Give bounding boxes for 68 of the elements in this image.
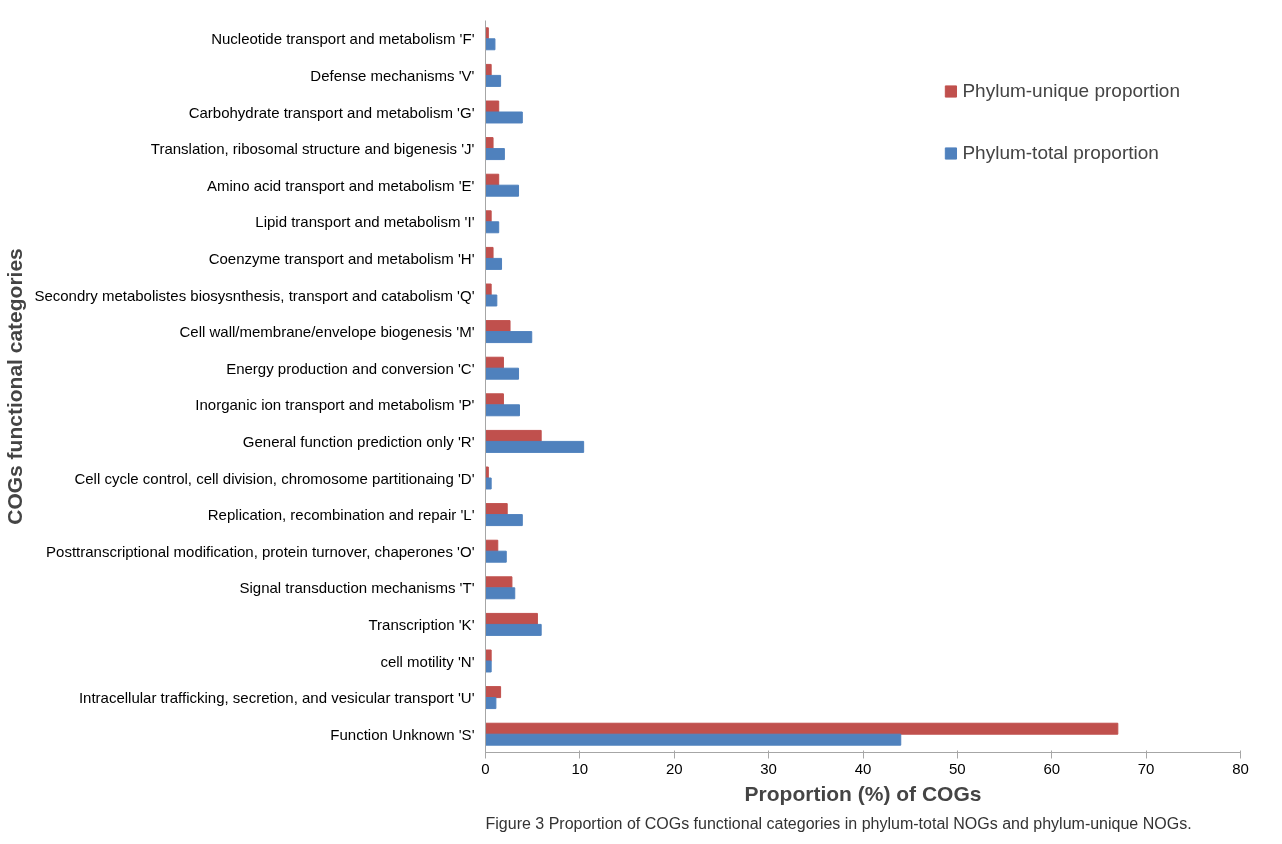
bar [485, 74, 502, 87]
y-tick-label: Energy production and conversion 'C' [226, 359, 475, 377]
y-tick-label: General function prediction only 'R' [242, 432, 475, 450]
y-axis-title: COGs functional categories [3, 248, 27, 525]
y-tick-label: Cell cycle control, cell division, chromosome partitionaing 'D' [74, 469, 475, 487]
y-tick-label: Secondry metabolistes biosysnthesis, transport and catabolism 'Q' [34, 286, 475, 304]
x-tick-label: 40 [854, 759, 872, 777]
y-tick-label: Intracellular trafficking, secretion, and vesicular transport 'U' [78, 689, 475, 707]
y-tick-label: Replication, recombination and repair 'L' [207, 506, 475, 524]
bar [485, 477, 492, 490]
y-tick-label: Amino acid transport and metabolism 'E' [206, 176, 475, 194]
bar [485, 111, 523, 124]
bar [485, 587, 516, 600]
x-tick-label: 30 [760, 759, 777, 777]
x-tick-label: 70 [1137, 759, 1155, 777]
bar [485, 440, 585, 453]
bar [485, 576, 513, 589]
y-tick-label: Function Unknown 'S' [330, 725, 475, 743]
y-tick-label: Posttranscriptional modification, protein turnover, chaperones 'O' [46, 542, 475, 560]
bar [485, 404, 520, 417]
caption: Figure 3 Proportion of COGs functional categories in phylum-total NOGs and phylum-unique NOGs. [485, 814, 1192, 832]
bar [485, 63, 492, 76]
bar [485, 210, 492, 223]
legend-label: Phylum-total proportion [962, 142, 1159, 164]
bar [485, 733, 902, 746]
x-axis-title: Proportion (%) of COGs [744, 781, 982, 805]
y-tick-label: cell motility 'N' [380, 652, 475, 670]
x-tick-label: 10 [571, 759, 589, 777]
bar [485, 221, 500, 234]
bar [485, 148, 505, 161]
bar [485, 356, 504, 369]
y-tick-label: Lipid transport and metabolism 'I' [255, 213, 475, 231]
y-tick-label: Defense mechanisms 'V' [310, 66, 475, 84]
x-tick-label: 50 [949, 759, 966, 777]
x-tick-label: 20 [665, 759, 683, 777]
y-tick-label: Transcription 'K' [368, 615, 475, 633]
x-tick-label: 60 [1043, 759, 1061, 777]
bar [485, 697, 497, 710]
bar [485, 503, 508, 516]
bar [485, 38, 496, 51]
bar [485, 623, 542, 636]
bar [485, 331, 533, 344]
y-tick-label: Signal transduction mechanisms 'T' [239, 579, 475, 597]
bar [485, 137, 494, 150]
bar [485, 367, 520, 380]
bar [485, 393, 504, 406]
bar [485, 320, 511, 333]
bar [485, 550, 507, 563]
bar [485, 294, 498, 307]
bar [485, 686, 502, 699]
y-tick-label: Nucleotide transport and metabolism 'F' [211, 30, 475, 48]
bar [485, 429, 542, 442]
y-tick-label: Translation, ribosomal structure and bigenesis 'J' [150, 140, 475, 158]
legend-label: Phylum-unique proportion [962, 80, 1180, 102]
x-tick-label: 80 [1232, 759, 1249, 777]
bar [485, 649, 492, 662]
y-tick-label: Inorganic ion transport and metabolism 'P' [195, 396, 475, 414]
bar [485, 257, 503, 270]
bar [485, 612, 538, 625]
x-tick-label: 0 [481, 759, 490, 777]
bar [485, 184, 520, 197]
y-tick-label: Cell wall/membrane/envelope biogenesis 'M' [179, 323, 475, 341]
bar [485, 722, 1119, 735]
bar [485, 514, 523, 527]
bar [485, 246, 494, 259]
bar [485, 660, 492, 673]
y-tick-label: Carbohydrate transport and metabolism 'G' [188, 103, 475, 121]
y-tick-label: Coenzyme transport and metabolism 'H' [208, 249, 475, 267]
